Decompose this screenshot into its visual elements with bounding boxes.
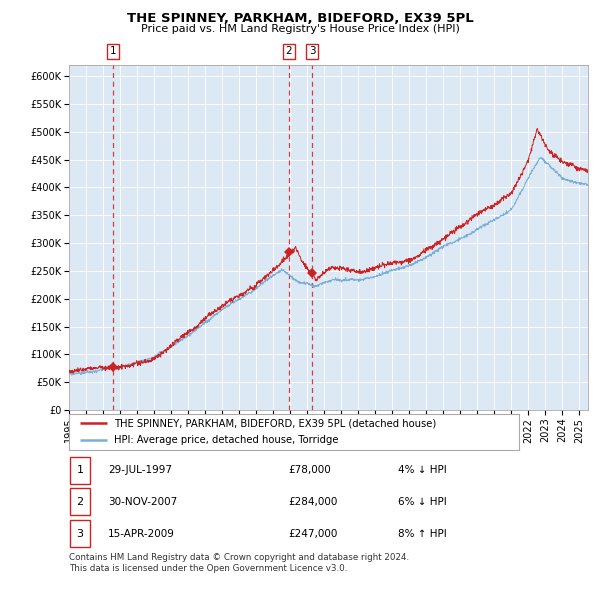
Text: 3: 3 (309, 46, 316, 56)
Text: 3: 3 (76, 529, 83, 539)
Text: 1: 1 (76, 465, 83, 475)
Text: 4% ↓ HPI: 4% ↓ HPI (398, 465, 446, 475)
Text: 8% ↑ HPI: 8% ↑ HPI (398, 529, 446, 539)
Text: THE SPINNEY, PARKHAM, BIDEFORD, EX39 5PL (detached house): THE SPINNEY, PARKHAM, BIDEFORD, EX39 5PL… (114, 418, 436, 428)
Text: HPI: Average price, detached house, Torridge: HPI: Average price, detached house, Torr… (114, 435, 338, 445)
Text: £247,000: £247,000 (288, 529, 338, 539)
Text: Price paid vs. HM Land Registry's House Price Index (HPI): Price paid vs. HM Land Registry's House … (140, 24, 460, 34)
Text: £284,000: £284,000 (288, 497, 338, 507)
Text: 2: 2 (286, 46, 292, 56)
Text: THE SPINNEY, PARKHAM, BIDEFORD, EX39 5PL: THE SPINNEY, PARKHAM, BIDEFORD, EX39 5PL (127, 12, 473, 25)
Text: 1: 1 (109, 46, 116, 56)
Text: 2: 2 (76, 497, 83, 507)
Text: Contains HM Land Registry data © Crown copyright and database right 2024.
This d: Contains HM Land Registry data © Crown c… (69, 553, 409, 573)
FancyBboxPatch shape (70, 457, 90, 484)
Text: 15-APR-2009: 15-APR-2009 (108, 529, 175, 539)
FancyBboxPatch shape (70, 489, 90, 515)
Text: 30-NOV-2007: 30-NOV-2007 (108, 497, 178, 507)
Text: 6% ↓ HPI: 6% ↓ HPI (398, 497, 446, 507)
Text: £78,000: £78,000 (288, 465, 331, 475)
FancyBboxPatch shape (70, 520, 90, 547)
Text: 29-JUL-1997: 29-JUL-1997 (108, 465, 172, 475)
